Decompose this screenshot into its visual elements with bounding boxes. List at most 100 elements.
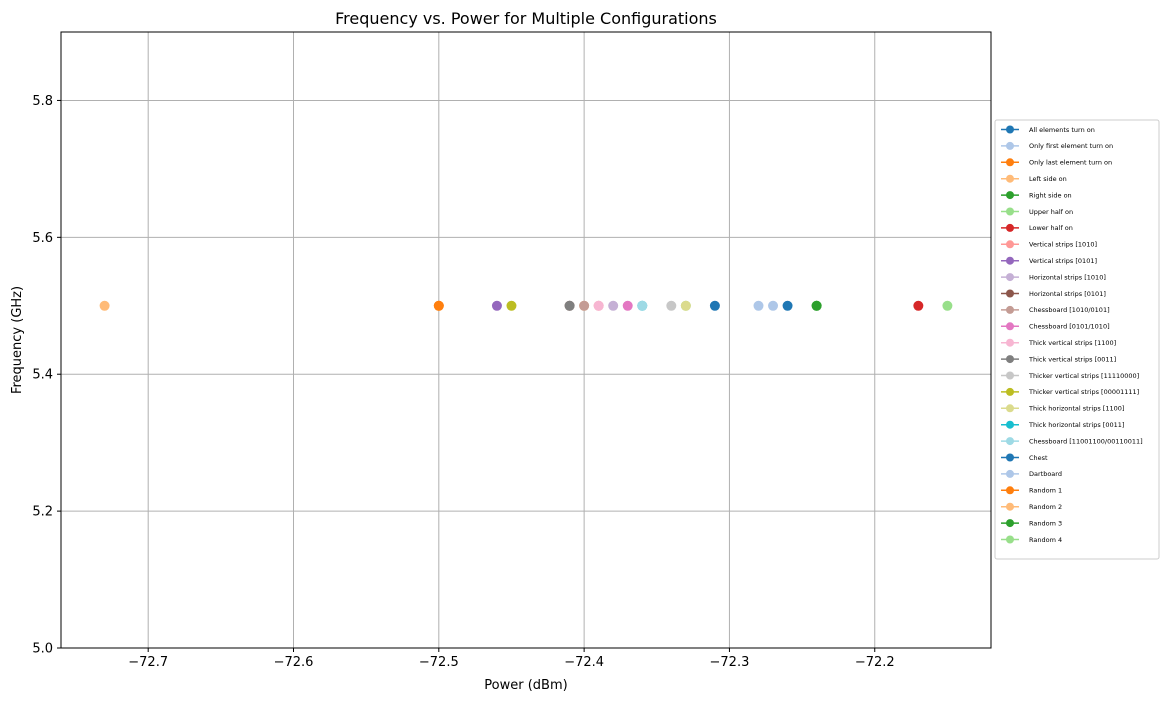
- legend-label: Horizontal strips [0101]: [1029, 290, 1106, 298]
- axis-ticks: −72.7 −72.6 −72.5 −72.4 −72.3 −72.2 5.0 5.2 5.4 5…: [32, 94, 894, 670]
- data-point-9: [491, 300, 502, 311]
- legend-label: Upper half on: [1029, 208, 1073, 216]
- y-tick-label: 5.4: [32, 368, 53, 383]
- legend-marker: [1006, 141, 1014, 150]
- y-axis-label: Frequency (GHz): [10, 286, 25, 394]
- legend-entry: Right side on: [1001, 191, 1072, 199]
- legend-marker: [1006, 273, 1014, 282]
- legend-marker: [1006, 158, 1014, 167]
- legend-label: Chessboard [11001100/00110011]: [1029, 437, 1143, 445]
- legend-label: Horizontal strips [1010]: [1029, 273, 1106, 281]
- data-point-21: [782, 300, 793, 311]
- legend: All elements turn on Only first element t…: [994, 119, 1160, 560]
- data-point-15: [564, 300, 575, 311]
- legend-marker: [1006, 469, 1014, 478]
- x-tick-label: −72.2: [855, 655, 895, 670]
- legend-entry: Only last element turn on: [1001, 158, 1112, 167]
- data-point-14: [593, 300, 604, 311]
- data-point-24: [99, 300, 110, 311]
- legend-entry: Chest: [1001, 453, 1048, 462]
- data-point-16: [666, 300, 677, 311]
- legend-label: Only last element turn on: [1029, 159, 1112, 167]
- y-tick-label: 5.6: [32, 231, 53, 246]
- legend-entry: Random 3: [1001, 519, 1062, 527]
- legend-label: Random 1: [1029, 487, 1062, 495]
- legend-entry: Random 4: [1001, 535, 1062, 544]
- data-point-22: [768, 300, 779, 311]
- legend-marker: [1006, 289, 1014, 298]
- legend-marker: [1006, 338, 1014, 347]
- data-point-18: [680, 300, 691, 311]
- legend-marker: [1006, 191, 1014, 200]
- x-tick-label: −72.4: [564, 655, 604, 670]
- legend-label: Thicker vertical strips [11110000]: [1028, 372, 1139, 380]
- legend-entry: Thick vertical strips [1100]: [1001, 338, 1116, 347]
- x-tick-label: −72.6: [274, 655, 314, 670]
- legend-entry: Vertical strips [1010]: [1001, 240, 1097, 249]
- legend-entry: Horizontal strips [0101]: [1001, 289, 1106, 298]
- legend-marker: [1006, 371, 1014, 380]
- y-tick-label: 5.2: [32, 505, 53, 520]
- legend-entry: Thicker vertical strips [11110000]: [1001, 371, 1139, 380]
- legend-entry: Random 2: [1001, 502, 1062, 511]
- data-point-10: [608, 300, 619, 311]
- legend-entry: Upper half on: [1001, 207, 1073, 216]
- legend-marker: [1006, 240, 1014, 249]
- legend-marker: [1006, 125, 1014, 134]
- data-point-25: [811, 300, 822, 311]
- legend-label: Vertical strips [0101]: [1029, 257, 1097, 265]
- legend-entry: All elements turn on: [1001, 125, 1095, 134]
- legend-entry: Chessboard [0101/1010]: [1001, 322, 1110, 331]
- legend-label: Random 3: [1029, 519, 1062, 527]
- legend-marker: [1006, 223, 1014, 232]
- legend-marker: [1006, 174, 1014, 183]
- legend-marker: [1006, 519, 1014, 528]
- legend-label: Vertical strips [1010]: [1029, 241, 1097, 249]
- legend-label: Thick vertical strips [1100]: [1028, 339, 1116, 347]
- legend-entry: Thick horizontal strips [1100]: [1001, 404, 1124, 413]
- legend-marker: [1006, 256, 1014, 265]
- legend-marker: [1006, 535, 1014, 544]
- legend-label: Thick vertical strips [0011]: [1028, 355, 1116, 363]
- x-tick-label: −72.3: [710, 655, 750, 670]
- legend-entry: Thicker vertical strips [00001111]: [1001, 387, 1139, 396]
- legend-label: All elements turn on: [1029, 126, 1095, 134]
- legend-entry: Vertical strips [0101]: [1001, 256, 1097, 265]
- legend-entry: Thick vertical strips [0011]: [1001, 355, 1116, 363]
- legend-marker: [1006, 305, 1014, 314]
- legend-entry: Dartboard: [1001, 469, 1062, 478]
- legend-label: Thick horizontal strips [1100]: [1028, 405, 1124, 413]
- legend-label: Chessboard [1010/0101]: [1029, 306, 1110, 314]
- x-axis-label: Power (dBm): [484, 678, 567, 693]
- plot-frame: [60, 31, 992, 649]
- legend-label: Thicker vertical strips [00001111]: [1028, 388, 1139, 396]
- legend-marker: [1006, 437, 1014, 446]
- legend-marker: [1006, 420, 1014, 429]
- chart-title: Frequency vs. Power for Multiple Configu…: [335, 9, 717, 28]
- legend-entry: Left side on: [1001, 174, 1067, 183]
- y-tick-label: 5.8: [32, 94, 53, 109]
- legend-label: Dartboard: [1029, 470, 1062, 478]
- data-point-26: [942, 300, 953, 311]
- data-point-20: [637, 300, 648, 311]
- legend-marker: [1006, 453, 1014, 462]
- legend-entry: Chessboard [1010/0101]: [1001, 305, 1110, 314]
- legend-entry: Lower half on: [1001, 223, 1073, 232]
- data-points: [99, 300, 953, 311]
- legend-label: Chessboard [0101/1010]: [1029, 323, 1110, 331]
- y-tick-label: 5.0: [32, 642, 53, 657]
- data-point-1: [709, 300, 720, 311]
- legend-label: Right side on: [1029, 191, 1072, 199]
- legend-label: Random 2: [1029, 503, 1062, 511]
- legend-entry: Thick horizontal strips [0011]: [1001, 420, 1124, 429]
- legend-marker: [1006, 404, 1014, 413]
- legend-marker: [1006, 355, 1014, 364]
- legend-label: Lower half on: [1029, 224, 1073, 232]
- legend-marker: [1006, 207, 1014, 216]
- data-point-17: [506, 300, 517, 311]
- grid-lines: [61, 32, 991, 649]
- legend-label: Only first element turn on: [1029, 142, 1113, 150]
- data-point-7: [913, 300, 924, 311]
- legend-marker: [1006, 387, 1014, 396]
